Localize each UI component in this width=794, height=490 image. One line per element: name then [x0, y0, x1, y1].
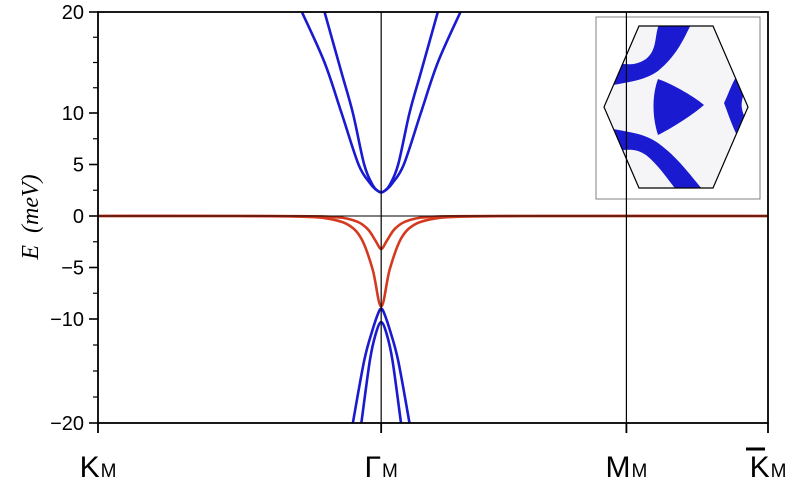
kpoint-main: K: [750, 451, 770, 484]
kpoint-subscript: M: [771, 461, 787, 482]
y-axis-label: E (meV): [18, 174, 44, 260]
kpoint-subscript: M: [631, 461, 647, 482]
kpoint-subscript: M: [101, 461, 117, 482]
y-axis-symbol: E: [18, 245, 44, 261]
kpoint-main: M: [605, 451, 630, 484]
fermi-pocket-right: [724, 57, 748, 163]
inset-fill-group: [604, 26, 748, 188]
kpoint-label: KM: [750, 451, 787, 484]
kpoint-label: ΓM: [364, 451, 397, 484]
kpoint-subscript: M: [382, 461, 398, 482]
fermi-surface-inset: [595, 16, 761, 200]
fermi-pocket-center: [653, 79, 704, 135]
y-axis-unit: (meV): [18, 174, 44, 233]
plot-frame: [97, 11, 769, 424]
kpoint-label: MM: [605, 451, 647, 484]
y-tick-label: −10: [50, 309, 84, 331]
red-band-5: [98, 214, 768, 308]
red-band-6: [98, 214, 768, 251]
kpoint-main: Γ: [364, 451, 381, 484]
brillouin-zone-hexagon: [603, 25, 749, 189]
y-tick-label: 5: [73, 155, 84, 177]
kpoint-main: K: [80, 451, 100, 484]
y-tick-label: −20: [50, 413, 84, 435]
y-tick-label: 10: [62, 103, 84, 125]
fermi-pocket-upper-left: [604, 26, 696, 89]
y-tick-label: 20: [62, 2, 84, 24]
kpoint-label: KM: [80, 451, 117, 484]
axes-layer: [97, 11, 769, 424]
y-tick-label: 0: [73, 206, 84, 228]
fermi-pocket-lower-left: [604, 125, 712, 188]
y-tick-label: −5: [61, 258, 84, 280]
